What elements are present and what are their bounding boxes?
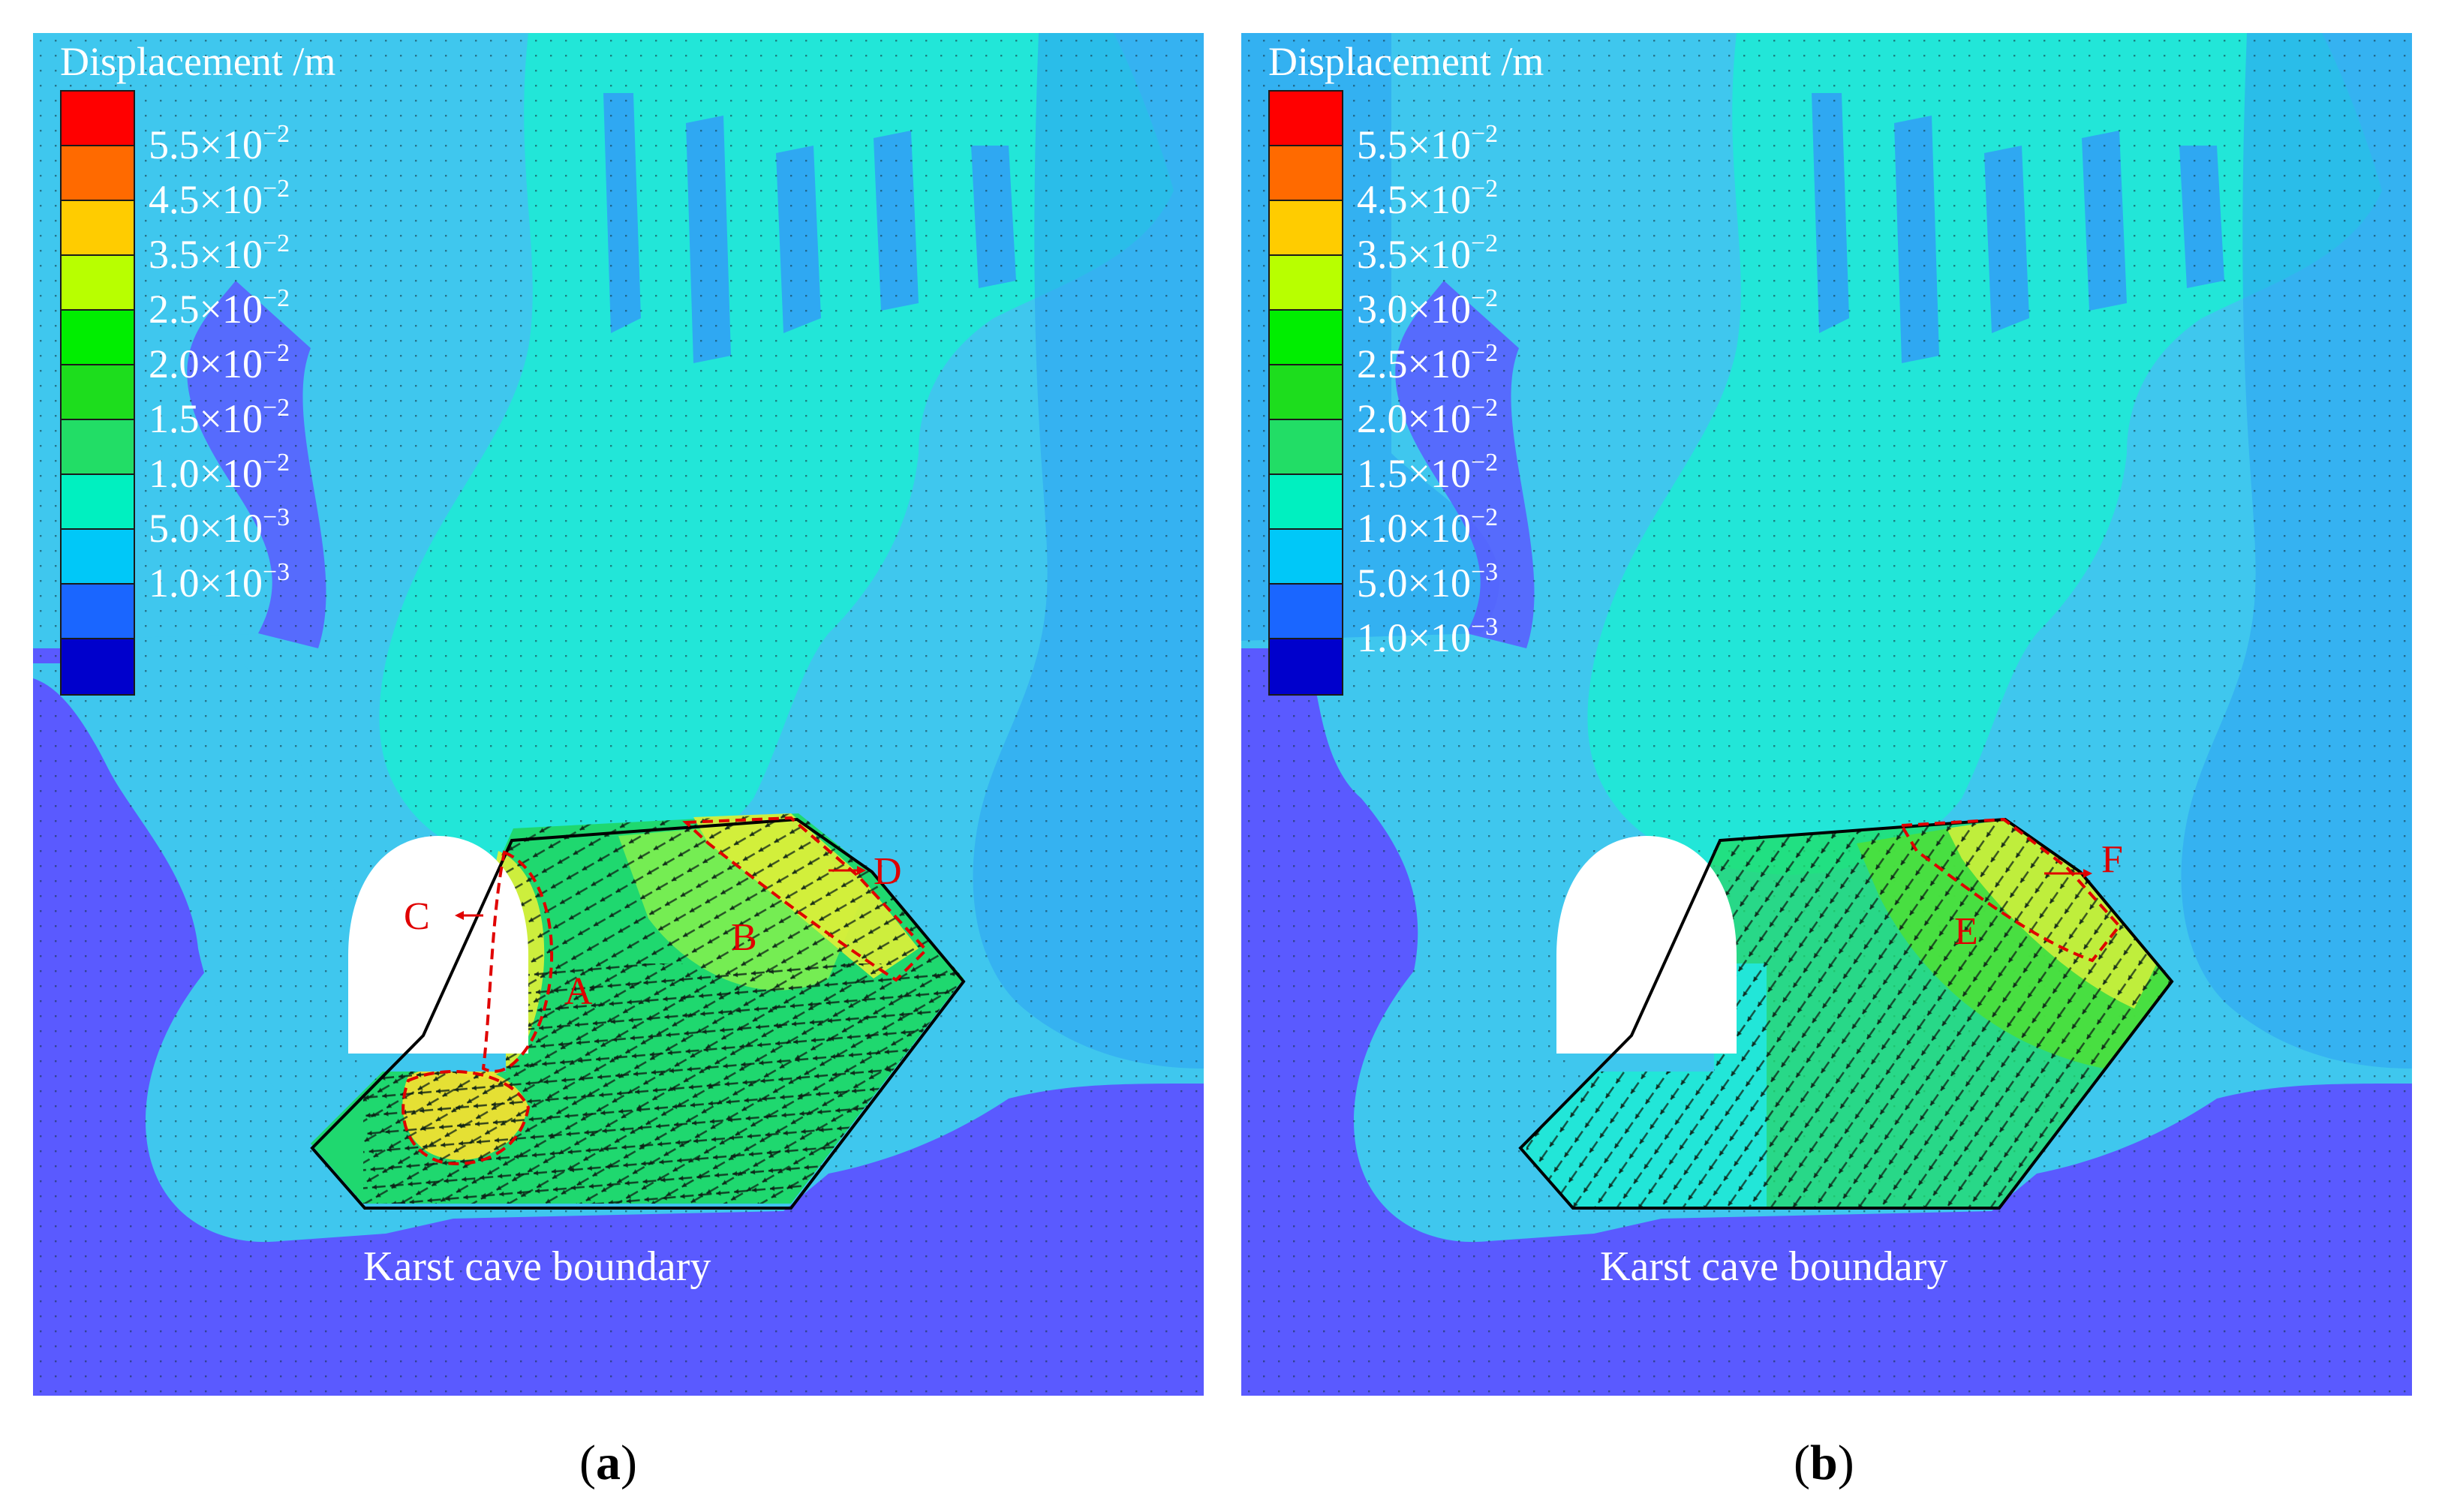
- zone-outline-lower: [401, 1070, 531, 1165]
- legend-bar: [1268, 90, 1343, 696]
- legend-swatch: [1270, 530, 1342, 585]
- legend-tick-label: 2.0×10−2: [149, 339, 290, 386]
- panel-b: Displacement /m 5.5×10−2 4.5×10−2 3.5×10−2…: [1241, 33, 2412, 1396]
- zone-label-a: A: [564, 970, 593, 1013]
- karst-cave-boundary-label: Karst cave boundary: [1600, 1243, 1948, 1290]
- legend-tick-label: 5.0×10−3: [1357, 558, 1499, 606]
- legend-swatch: [1270, 420, 1342, 475]
- tunnel-opening: [348, 836, 528, 1054]
- legend-tick-label: 2.0×10−2: [1357, 394, 1499, 441]
- legend-swatch: [62, 530, 134, 585]
- contour-field-b: [1241, 33, 2412, 1396]
- zone-label-f: F: [2101, 838, 2123, 881]
- legend-tick-label: 1.0×10−3: [1357, 613, 1499, 660]
- legend-tick-label: 3.0×10−2: [1357, 284, 1499, 332]
- legend-tick-label: 2.5×10−2: [149, 284, 290, 332]
- legend-tick-label: 5.5×10−2: [1357, 120, 1499, 167]
- legend-tick-label: 1.0×10−2: [149, 449, 290, 496]
- zone-label-e: E: [1954, 910, 1978, 953]
- legend-swatch: [1270, 311, 1342, 365]
- legend-tick-label: 1.0×10−3: [149, 558, 290, 606]
- zone-outline-e: [1899, 817, 2122, 963]
- legend-title: Displacement /m: [1268, 39, 1544, 84]
- legend-swatch: [1270, 92, 1342, 146]
- legend-swatch: [62, 475, 134, 530]
- legend-swatch: [62, 639, 134, 694]
- zone-outline-b: [682, 816, 928, 982]
- legend-tick-label: 4.5×10−2: [1357, 175, 1499, 222]
- panel-caption-b: (b): [1794, 1435, 1854, 1490]
- legend-swatch: [62, 92, 134, 146]
- karst-cave-boundary: [310, 817, 966, 1210]
- legend-tick-label: 1.5×10−2: [1357, 449, 1499, 496]
- zone-label-b: B: [731, 916, 757, 959]
- zone-label-d: D: [874, 850, 902, 893]
- legend-title: Displacement /m: [60, 39, 336, 84]
- legend-swatch: [1270, 365, 1342, 420]
- legend-swatch: [62, 585, 134, 639]
- tunnel-opening: [1556, 836, 1737, 1054]
- legend-swatch: [1270, 639, 1342, 694]
- legend-swatch: [1270, 201, 1342, 256]
- legend-swatch: [1270, 146, 1342, 201]
- legend-a: Displacement /m 5.5×10−2 4.5×10−2 3.5×10−2…: [60, 38, 335, 696]
- legend-tick-label: 5.5×10−2: [149, 120, 290, 167]
- legend-swatch: [1270, 585, 1342, 639]
- legend-swatch: [62, 311, 134, 365]
- panel-a: Displacement /m 5.5×10−2 4.5×10−2 3.5×10−2…: [33, 33, 1204, 1396]
- legend-swatch: [62, 365, 134, 420]
- panel-caption-letter: b: [1809, 1435, 1838, 1490]
- panel-caption-a: (a): [579, 1435, 637, 1490]
- legend-tick-label: 1.5×10−2: [149, 394, 290, 441]
- legend-tick-label: 2.5×10−2: [1357, 339, 1499, 386]
- legend-b: Displacement /m 5.5×10−2 4.5×10−2 3.5×10−2…: [1268, 38, 1544, 696]
- legend-swatch: [62, 420, 134, 475]
- legend-swatch: [62, 146, 134, 201]
- legend-swatch: [62, 256, 134, 311]
- panel-caption-letter: a: [595, 1435, 621, 1490]
- legend-tick-label: 1.0×10−2: [1357, 503, 1499, 551]
- legend-tick-label: 4.5×10−2: [149, 175, 290, 222]
- legend-swatch: [62, 201, 134, 256]
- legend-swatch: [1270, 256, 1342, 311]
- legend-tick-label: 5.0×10−3: [149, 503, 290, 551]
- karst-cave-boundary-label: Karst cave boundary: [363, 1243, 711, 1290]
- legend-colorbar: 5.5×10−2 4.5×10−2 3.5×10−2 3.0×10−2 2.5×10−2…: [1268, 90, 1544, 696]
- legend-bar: [60, 90, 135, 696]
- karst-cave-boundary: [1518, 817, 2174, 1210]
- contour-field-a: [33, 33, 1204, 1396]
- legend-tick-label: 3.5×10−2: [149, 230, 290, 277]
- legend-swatch: [1270, 475, 1342, 530]
- legend-colorbar: 5.5×10−2 4.5×10−2 3.5×10−2 2.5×10−2 2.0×10−2…: [60, 90, 335, 696]
- zone-label-c: C: [404, 895, 430, 938]
- legend-tick-label: 3.5×10−2: [1357, 230, 1499, 277]
